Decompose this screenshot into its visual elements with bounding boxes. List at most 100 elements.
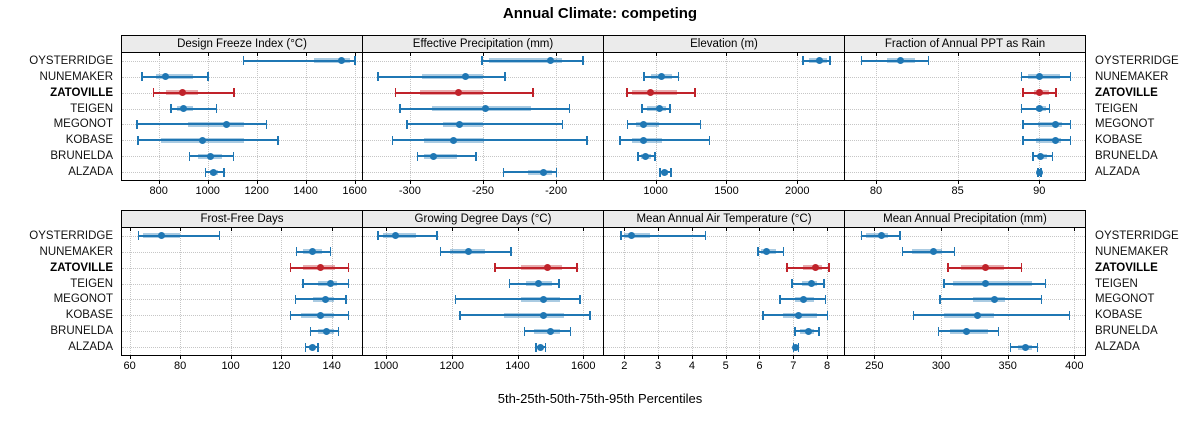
interquartile-band	[431, 106, 532, 112]
whisker-cap	[502, 167, 505, 177]
whisker-cap	[377, 231, 379, 241]
whisker-cap	[927, 56, 930, 66]
median-dot	[337, 57, 345, 65]
row-label-right-megonot: MEGONOT	[1095, 118, 1155, 131]
percentile-whisker	[786, 266, 829, 269]
median-dot	[877, 232, 885, 240]
whisker-cap	[626, 88, 628, 98]
axis-tick-label: 1000	[643, 185, 668, 197]
axis-tick	[793, 228, 795, 231]
interquartile-band	[1037, 121, 1063, 127]
whisker-cap	[824, 294, 827, 304]
axis-tick	[409, 53, 411, 56]
grid-line-h	[122, 108, 362, 110]
median-dot	[1052, 136, 1060, 144]
grid-line-h	[122, 347, 362, 349]
whisker-cap	[579, 294, 581, 304]
panel-title: Growing Degree Days (°C)	[414, 213, 552, 225]
axis-tick-label: 400	[1065, 360, 1084, 372]
grid-line-h	[604, 235, 844, 237]
grid-line-v	[793, 228, 795, 355]
grid-line-h	[122, 92, 362, 94]
whisker-cap	[223, 167, 225, 177]
row-label-right-zatoville: ZATOVILLE	[1095, 86, 1158, 99]
whisker-cap	[899, 231, 901, 241]
median-dot	[647, 89, 655, 97]
percentile-whisker	[626, 91, 695, 94]
axis-tick-label: 1200	[244, 185, 269, 197]
percentile-whisker	[455, 298, 580, 301]
axis-tick	[1074, 228, 1076, 231]
grid-line-v	[876, 53, 878, 180]
axis-tick	[451, 228, 453, 231]
grid-line-v	[305, 53, 307, 180]
axis-tick	[658, 228, 660, 231]
grid-line-v	[281, 228, 283, 355]
median-dot	[309, 248, 317, 256]
axis-tick-label: 80	[869, 185, 883, 197]
axis-tick-label: 4	[688, 360, 695, 372]
whisker-cap	[141, 72, 143, 82]
percentile-whisker	[170, 107, 217, 110]
interquartile-band	[911, 249, 943, 255]
grid-line-h	[604, 283, 844, 285]
panel	[362, 227, 604, 356]
percentile-whisker	[627, 123, 701, 126]
grid-line-h	[604, 76, 844, 78]
grid-line-h	[845, 235, 1085, 237]
interquartile-band	[635, 121, 660, 127]
whisker-cap	[345, 294, 347, 304]
axis-tick	[725, 228, 727, 231]
axis-tick	[691, 355, 693, 359]
panel-strip: Growing Degree Days (°C)	[362, 210, 604, 228]
axis-tick	[876, 180, 878, 184]
whisker-cap	[757, 247, 759, 257]
whisker-cap	[436, 231, 438, 241]
panel	[121, 52, 363, 181]
whisker-cap	[289, 310, 291, 320]
whisker-cap	[1069, 119, 1072, 129]
interquartile-band	[156, 74, 194, 80]
axis-tick	[230, 355, 232, 359]
axis-tick	[207, 53, 209, 56]
grid-line-v	[691, 228, 693, 355]
percentile-whisker	[481, 59, 583, 62]
axis-tick-label: 5	[722, 360, 729, 372]
axis-tick	[726, 53, 728, 56]
axis-tick	[386, 228, 387, 231]
whisker-cap	[137, 135, 139, 145]
panel-title: Mean Annual Precipitation (mm)	[883, 213, 1047, 225]
grid-line-h	[122, 331, 362, 333]
median-dot	[799, 295, 807, 303]
axis-tick	[759, 228, 761, 231]
axis-tick-label: 1400	[293, 185, 318, 197]
axis-tick	[876, 53, 878, 56]
median-dot	[981, 280, 989, 288]
grid-line-h	[122, 283, 362, 285]
axis-tick	[386, 355, 387, 359]
whisker-cap	[654, 151, 656, 161]
grid-line-h	[122, 235, 362, 237]
grid-line-v	[957, 53, 959, 180]
axis-tick-label: 6	[756, 360, 763, 372]
whisker-cap	[347, 310, 350, 320]
whisker-cap	[337, 326, 339, 336]
row-label-right-kobase: KOBASE	[1095, 309, 1143, 322]
grid-line-h	[604, 156, 844, 158]
axis-tick	[624, 355, 626, 359]
whisker-cap	[233, 88, 235, 98]
whisker-cap	[1068, 310, 1070, 320]
grid-line-v	[354, 53, 356, 180]
whisker-cap	[1048, 104, 1051, 114]
row-label-right-alzada: ALZADA	[1095, 341, 1140, 354]
whisker-cap	[818, 326, 820, 336]
axis-tick-label: 120	[271, 360, 291, 372]
median-dot	[656, 105, 664, 113]
grid-line-v	[583, 228, 585, 355]
whisker-cap	[569, 326, 572, 336]
median-dot	[1021, 343, 1029, 351]
whisker-cap	[1055, 88, 1057, 98]
median-dot	[546, 57, 554, 65]
row-label-left-megonot: MEGONOT	[53, 118, 113, 131]
